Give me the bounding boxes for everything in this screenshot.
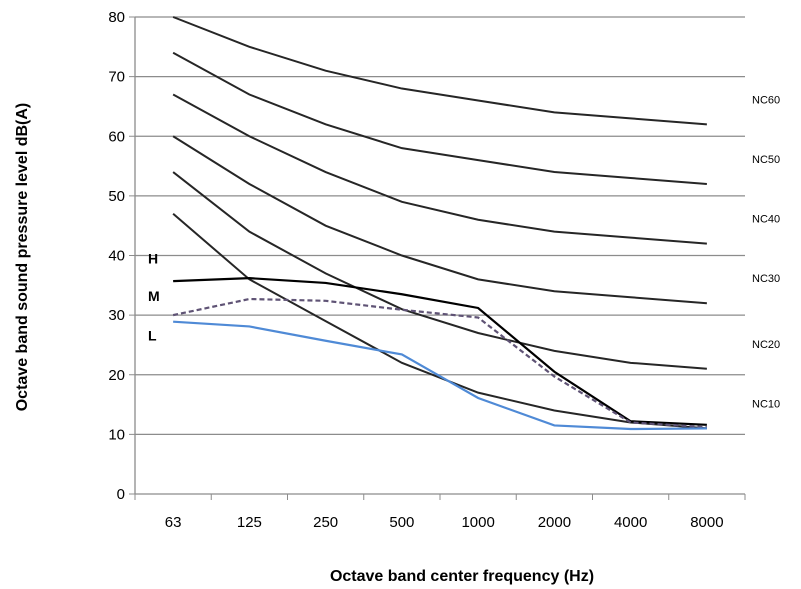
x-tick-label-4000: 4000 [614,514,647,531]
series-label-l: L [148,327,157,343]
nc-label-nc60: NC60 [752,94,780,106]
x-tick-label-8000: 8000 [690,514,723,531]
nc-curve-nc30 [172,135,707,305]
y-tick-label-20: 20 [108,367,125,384]
y-tick-label-30: 30 [108,307,125,324]
axes [129,16,746,500]
nc-curves [172,16,707,430]
x-tick-label-125: 125 [237,514,262,531]
series-line-m [172,297,707,429]
nc-curve-nc50 [172,51,707,185]
measured-series [172,277,707,431]
y-tick-label-80: 80 [108,9,125,26]
y-tick-label-40: 40 [108,248,125,265]
nc-label-nc10: NC10 [752,398,780,410]
nc-label-nc50: NC50 [752,154,780,166]
x-tick-label-63: 63 [165,514,182,531]
series-label-m: M [148,288,160,304]
nc-label-nc20: NC20 [752,339,780,351]
x-tick-label-500: 500 [389,514,414,531]
series-line-l [173,320,707,431]
y-tick-label-60: 60 [108,128,125,145]
series-label-h: H [148,250,158,266]
y-tick-label-50: 50 [108,188,125,205]
x-tick-label-250: 250 [313,514,338,531]
nc-curve-nc40 [172,93,707,245]
x-tick-label-1000: 1000 [461,514,494,531]
y-axis-title: Octave band sound pressure level dB(A) [14,103,31,412]
nc-curve-nc60 [172,16,707,126]
nc-label-nc30: NC30 [752,273,780,285]
x-axis-title: Octave band center frequency (Hz) [330,568,594,585]
y-tick-label-70: 70 [108,69,125,86]
y-tick-label-10: 10 [108,426,125,443]
nc-label-nc40: NC40 [752,214,780,226]
tick-labels: 0 10 20 30 40 50 60 70 80 63 125 250 500 1000 2000 4000… [108,9,780,531]
x-tick-label-2000: 2000 [538,514,571,531]
y-tick-label-0: 0 [117,486,125,503]
nc-curve-nc20 [172,171,707,370]
series-line-h [173,277,707,426]
grid-lines [135,16,745,436]
nc-curve-nc10 [172,213,707,430]
